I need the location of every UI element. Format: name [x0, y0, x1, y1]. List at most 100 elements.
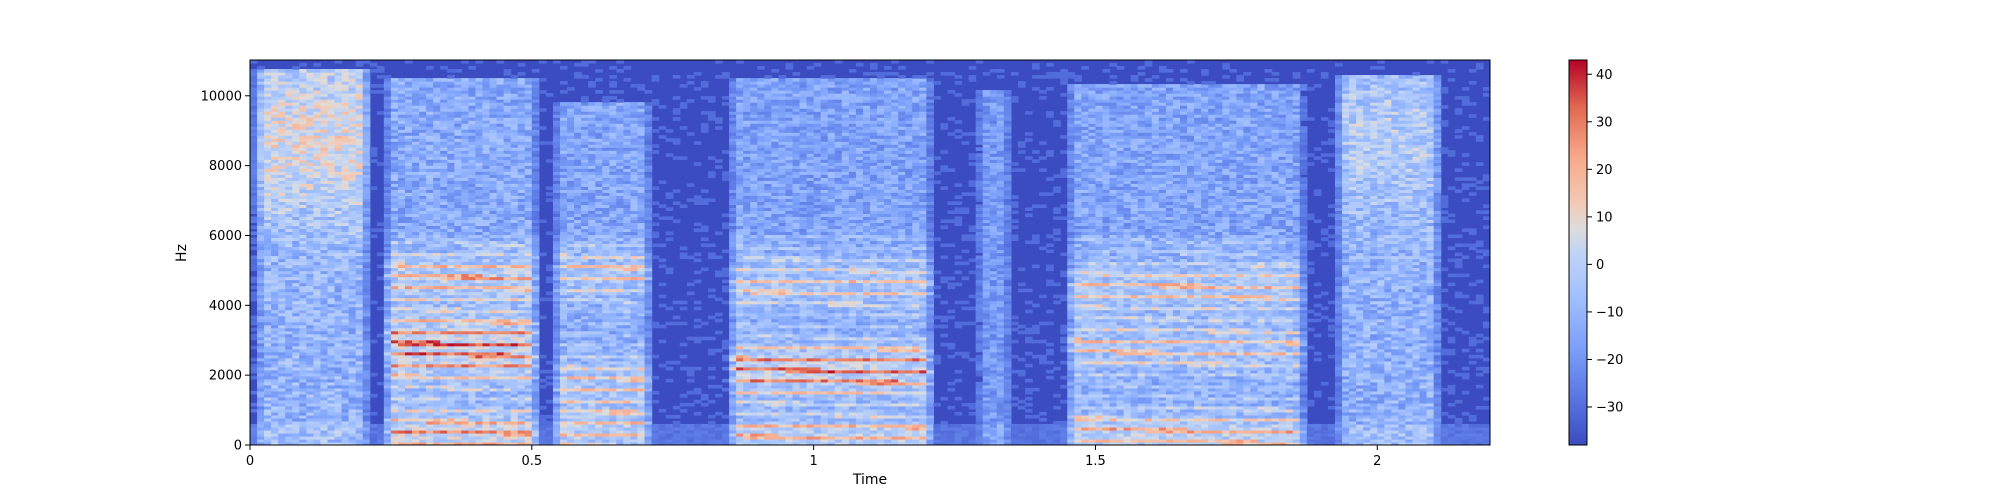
- spectrogram-cell: [271, 291, 279, 296]
- spectrogram-cell: [313, 216, 322, 221]
- spectrogram-cell: [320, 276, 329, 281]
- spectrogram-cell: [264, 174, 272, 178]
- spectrogram-cell: [278, 138, 286, 142]
- spectrogram-cell: [257, 399, 265, 404]
- spectrogram-cell: [320, 96, 329, 100]
- spectrogram-cell: [538, 354, 547, 359]
- spectrogram-cell: [271, 420, 279, 425]
- spectrogram-cell: [257, 285, 265, 290]
- spectrogram-cell: [313, 72, 322, 76]
- spectrogram-cell: [257, 114, 265, 118]
- spectrogram-cell: [299, 63, 307, 67]
- spectrogram-cell: [376, 90, 385, 94]
- spectrogram-cell: [271, 369, 279, 374]
- spectrogram-cell: [278, 291, 286, 296]
- spectrogram-cell: [306, 255, 315, 260]
- spectrogram-cell: [250, 126, 258, 130]
- spectrogram-cell: [264, 240, 272, 245]
- spectrogram-cell: [292, 408, 300, 413]
- spectrogram-cell: [285, 354, 293, 359]
- spectrogram-cell: [306, 339, 315, 344]
- spectrogram-cell: [320, 291, 329, 296]
- spectrogram-cell: [278, 99, 286, 103]
- spectrogram-cell: [320, 381, 329, 386]
- spectrogram-cell: [313, 396, 322, 401]
- spectrogram-cell: [250, 345, 258, 350]
- spectrogram-cell: [299, 408, 307, 413]
- spectrogram-cell: [264, 138, 272, 142]
- spectrogram-cell: [306, 360, 315, 365]
- spectrogram-cell: [320, 108, 329, 112]
- spectrogram-cell: [278, 336, 286, 341]
- spectrogram-cell: [299, 351, 307, 356]
- spectrogram-cell: [257, 363, 265, 368]
- spectrogram-cell: [313, 192, 322, 196]
- spectrogram-cell: [278, 117, 286, 121]
- spectrogram-cell: [292, 312, 300, 317]
- spectrogram-cell: [292, 318, 300, 323]
- spectrogram-cell: [299, 291, 307, 296]
- spectrogram-cell: [257, 213, 265, 218]
- spectrogram-cell: [320, 264, 329, 269]
- spectrogram-cell: [320, 144, 329, 148]
- spectrogram-cell: [306, 225, 315, 230]
- spectrogram-cell: [299, 372, 307, 377]
- spectrogram-cell: [264, 363, 272, 368]
- spectrogram-cell: [278, 276, 286, 281]
- spectrogram-cell: [292, 426, 300, 431]
- spectrogram-cell: [257, 132, 265, 136]
- spectrogram-cell: [257, 123, 265, 127]
- spectrogram-cell: [292, 375, 300, 380]
- spectrogram-cell: [299, 300, 307, 305]
- spectrogram-cell: [285, 258, 293, 263]
- spectrogram-cell: [320, 237, 329, 242]
- spectrogram-cell: [257, 237, 265, 242]
- spectrogram-cell: [264, 351, 272, 356]
- spectrogram-cell: [250, 336, 258, 341]
- spectrogram-cell: [271, 390, 279, 395]
- spectrogram-cell: [264, 369, 272, 374]
- spectrogram-cell: [278, 255, 286, 260]
- spectrogram-cell: [278, 381, 286, 386]
- spectrogram-cell: [313, 321, 322, 326]
- spectrogram-cell: [278, 435, 286, 440]
- spectrogram-cell: [320, 438, 329, 443]
- spectrogram-cell: [376, 111, 385, 115]
- spectrogram-cell: [257, 336, 265, 341]
- spectrogram-cell: [327, 417, 336, 422]
- spectrogram-cell: [278, 144, 286, 148]
- spectrogram-cell: [285, 255, 293, 260]
- spectrogram-cell: [313, 315, 322, 320]
- spectrogram-cell: [285, 168, 293, 172]
- spectrogram-cell: [306, 261, 315, 266]
- spectrogram-cell: [306, 108, 315, 112]
- spectrogram-cell: [320, 81, 329, 85]
- spectrogram-cell: [369, 186, 378, 190]
- spectrogram-cell: [292, 195, 300, 199]
- spectrogram-cell: [264, 84, 272, 88]
- spectrogram-cell: [320, 336, 329, 341]
- spectrogram-cell: [517, 63, 526, 67]
- spectrogram-cell: [320, 273, 329, 278]
- spectrogram-cell: [538, 126, 547, 130]
- spectrogram-cell: [545, 375, 554, 380]
- spectrogram-cell: [545, 360, 554, 365]
- spectrogram-cell: [299, 267, 307, 272]
- spectrogram-cell: [320, 150, 329, 154]
- spectrogram-cell: [306, 102, 315, 106]
- spectrogram-cell: [306, 150, 315, 154]
- spectrogram-cell: [306, 120, 315, 124]
- spectrogram-cell: [299, 132, 307, 136]
- spectrogram-cell: [306, 306, 315, 311]
- spectrogram-cell: [271, 123, 279, 127]
- spectrogram-cell: [320, 423, 329, 428]
- spectrogram-cell: [285, 234, 293, 239]
- spectrogram-cell: [292, 81, 300, 85]
- spectrogram-cell: [264, 294, 272, 299]
- spectrogram-cell: [264, 273, 272, 278]
- spectrogram-cell: [271, 219, 279, 224]
- spectrogram-cell: [299, 399, 307, 404]
- spectrogram-cell: [313, 231, 322, 236]
- spectrogram-cell: [285, 282, 293, 287]
